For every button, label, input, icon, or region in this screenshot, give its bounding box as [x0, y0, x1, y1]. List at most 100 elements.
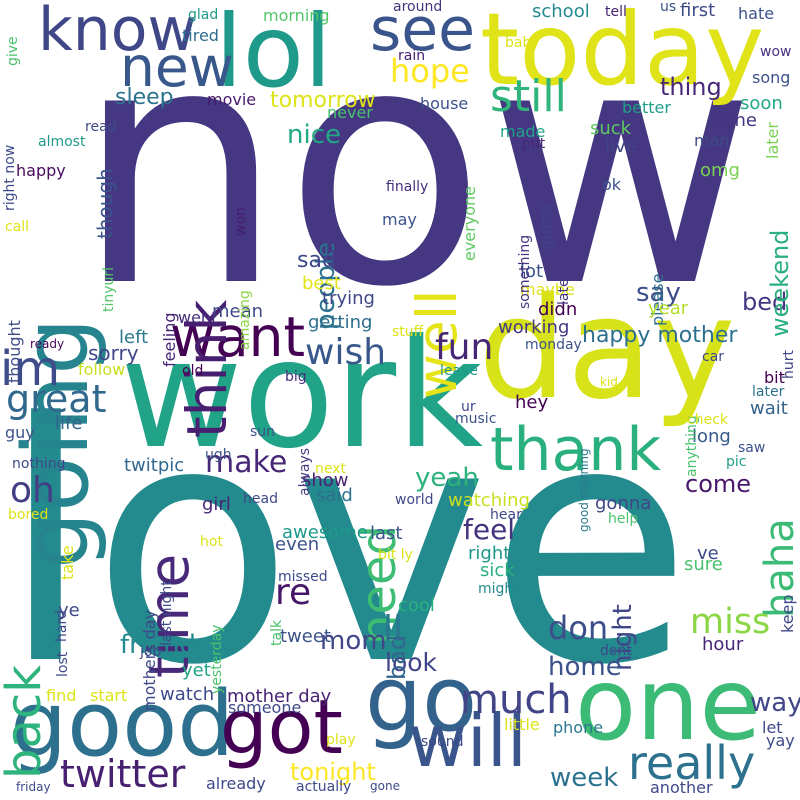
- word-week: week: [550, 763, 619, 793]
- word-mean: mean: [212, 301, 264, 322]
- word-job: job: [140, 644, 162, 660]
- word-check: check: [687, 412, 728, 428]
- word-even: even: [275, 534, 320, 555]
- word-working: working: [498, 317, 570, 338]
- word-last: last: [370, 523, 403, 544]
- word-live: live: [605, 136, 637, 157]
- word-saw: saw: [738, 440, 766, 456]
- word-tomorrow: tomorrow: [270, 88, 376, 113]
- word-actually: actually: [296, 779, 352, 795]
- word-later: later: [763, 122, 782, 159]
- word-one: one: [575, 646, 762, 763]
- word-life: life: [55, 413, 83, 434]
- word-later: later: [752, 384, 785, 400]
- word-made: made: [500, 122, 546, 141]
- word-kid: kid: [600, 375, 618, 389]
- word-everyone: everyone: [460, 186, 479, 261]
- word-trying: trying: [322, 288, 375, 309]
- word-car: car: [702, 349, 725, 365]
- word-pic: pic: [726, 454, 747, 470]
- word-sad: sad: [297, 248, 336, 273]
- word-feeling: feeling: [160, 312, 179, 367]
- word-find: find: [46, 686, 77, 705]
- word-hate: hate: [738, 4, 775, 23]
- word-show: show: [302, 470, 349, 491]
- word-let: let: [762, 718, 783, 737]
- word-fun: fun: [435, 327, 494, 368]
- word-soon: soon: [740, 93, 783, 114]
- word-last-night: last night: [159, 580, 175, 646]
- word-tinyurl: tinyurl: [101, 266, 117, 312]
- word-home: home: [548, 652, 622, 682]
- word-mom: mom: [320, 626, 387, 656]
- word-thing: thing: [660, 73, 722, 101]
- word-though: though: [93, 168, 117, 239]
- word-ll: ll: [383, 609, 404, 650]
- word-yesterday: yesterday: [209, 624, 225, 694]
- word-miss: miss: [690, 602, 771, 642]
- word-new: new: [120, 35, 234, 99]
- word-first: first: [680, 0, 716, 21]
- word-still: still: [490, 71, 567, 122]
- word-next: next: [315, 461, 347, 477]
- word-music: music: [455, 411, 497, 427]
- word-left: left: [119, 327, 149, 348]
- word-guess: guess: [536, 203, 555, 250]
- word-girl: girl: [202, 494, 231, 515]
- word-old: old: [182, 363, 204, 379]
- word-see: see: [370, 0, 476, 65]
- word-won: won: [233, 207, 249, 236]
- word-ve: ve: [697, 543, 719, 564]
- word-another: another: [650, 778, 713, 797]
- word-dont: dont: [600, 643, 632, 659]
- word-someone: someone: [228, 698, 302, 717]
- word-gone: gone: [370, 779, 400, 793]
- word-might: might: [478, 581, 519, 597]
- word-stuff: stuff: [392, 324, 424, 340]
- word-tonight: tonight: [290, 758, 376, 786]
- word-lot: lot: [520, 261, 544, 282]
- word-amazing: amazing: [237, 290, 253, 350]
- word-will: will: [408, 699, 527, 783]
- word-getting: getting: [308, 312, 373, 333]
- word-watch: watch: [160, 684, 215, 705]
- word-read: read: [85, 119, 117, 135]
- word-better: better: [622, 98, 671, 117]
- word-much: much: [460, 677, 572, 723]
- word-call: call: [5, 219, 30, 235]
- word-don: don: [548, 609, 609, 647]
- word-hey: hey: [515, 392, 549, 413]
- word-follow: follow: [78, 360, 126, 379]
- word-twitpic: twitpic: [124, 455, 185, 476]
- word-already: already: [206, 774, 266, 793]
- word-bored: bored: [8, 507, 49, 523]
- word-want: want: [170, 305, 306, 369]
- word-sure: sure: [684, 554, 723, 575]
- word-good-morning: good morning: [577, 448, 591, 532]
- word-give: give: [5, 36, 21, 66]
- word-way: way: [750, 688, 800, 718]
- word-mothers-day: mothers day: [140, 609, 159, 711]
- word-hour: hour: [702, 634, 744, 655]
- word-hot: hot: [200, 534, 223, 550]
- word-tweet: tweet: [280, 626, 331, 647]
- word-mother-day: mother day: [227, 686, 332, 707]
- word-back: back: [0, 664, 52, 779]
- word-sorry: sorry: [88, 341, 139, 365]
- word-tell: tell: [605, 4, 627, 20]
- word-song: song: [752, 68, 791, 87]
- word-always: always: [297, 447, 313, 496]
- word-didn: didn: [538, 299, 578, 320]
- word-great: great: [6, 377, 107, 421]
- word-bad: bad: [383, 634, 411, 680]
- word-feel: feel: [463, 513, 516, 546]
- word-play: play: [326, 732, 356, 748]
- word-ye: ye: [58, 600, 80, 621]
- word-suck: suck: [590, 118, 632, 139]
- word-friday: friday: [16, 780, 51, 794]
- word-went: went: [178, 308, 218, 327]
- word-nothing: nothing: [12, 456, 66, 472]
- word-said: said: [316, 485, 353, 506]
- word-around: around: [393, 0, 443, 15]
